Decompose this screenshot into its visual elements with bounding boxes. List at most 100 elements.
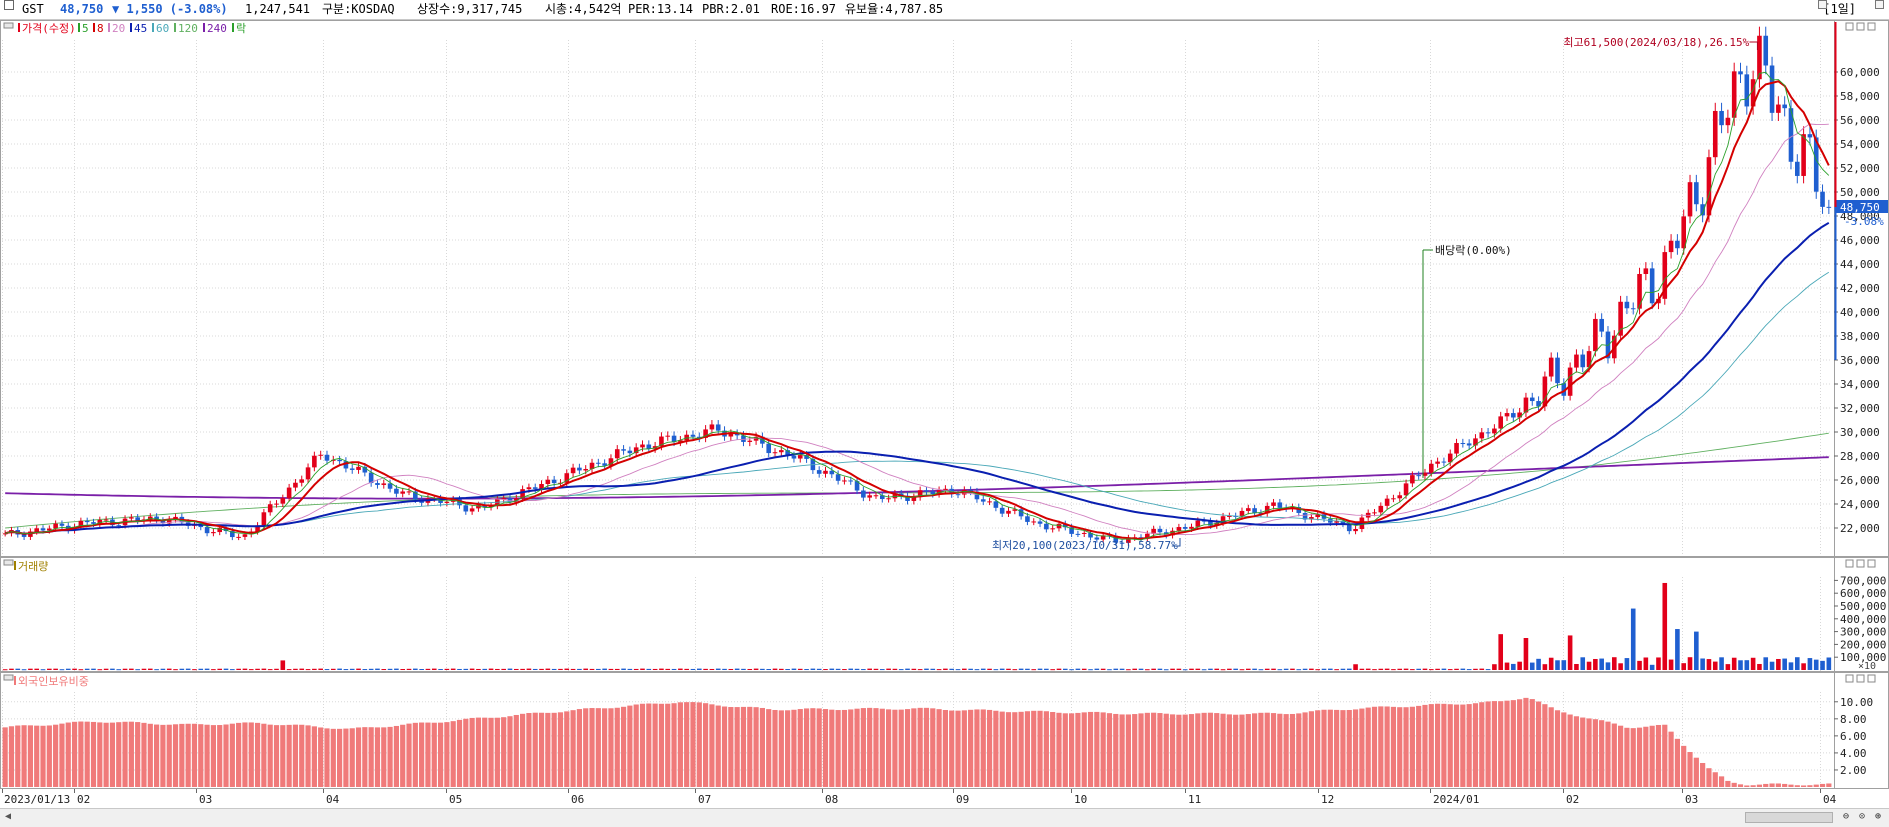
horizontal-scrollbar[interactable]: ◀ ⊖ ⊙ ⊕ xyxy=(0,808,1889,827)
foreign-bar xyxy=(1529,699,1535,787)
volume-bar xyxy=(1643,657,1649,670)
foreign-bar xyxy=(1245,714,1251,787)
foreign-bar xyxy=(15,725,21,787)
foreign-bar xyxy=(494,717,500,787)
foreign-bar xyxy=(1491,701,1497,787)
volume-bar xyxy=(444,668,450,670)
zoom-out-icon[interactable]: ⊖ xyxy=(1842,811,1850,822)
volume-bar xyxy=(678,668,683,670)
candle-body xyxy=(1813,137,1819,192)
dividend-annotation: 배당락(0.00%) xyxy=(1435,244,1512,257)
low-annotation: 최저20,100(2023/10/31),58.77% xyxy=(992,539,1178,552)
candle-body xyxy=(261,512,267,526)
volume-bar xyxy=(1788,662,1794,670)
foreign-bar xyxy=(993,710,999,787)
candle-body xyxy=(236,536,241,538)
panel-minimize-icon-1 xyxy=(1845,559,1854,568)
foreign-bar xyxy=(1201,712,1207,787)
candle-body xyxy=(1782,104,1787,109)
candle xyxy=(1517,407,1522,422)
candle xyxy=(999,504,1005,518)
volume-bar xyxy=(558,668,563,670)
chart-canvas: 2023/01/13 02 03 04 05 06 07 08 09 10 11 12 2024/01 0… xyxy=(0,20,1889,806)
scroll-left-icon[interactable]: ◀ xyxy=(4,811,12,822)
foreign-bar xyxy=(1807,785,1813,787)
candle-body xyxy=(1302,512,1308,520)
candle xyxy=(1649,262,1655,310)
foreign-bar xyxy=(1624,727,1630,787)
candle-body xyxy=(406,491,412,493)
candle-body xyxy=(413,491,418,500)
foreign-bar xyxy=(109,722,116,787)
candle-body xyxy=(337,459,342,462)
volume-bar xyxy=(387,668,393,670)
candle-body xyxy=(1264,505,1270,514)
foreign-bar xyxy=(1012,712,1018,787)
volume-bar xyxy=(1353,664,1358,670)
volume-bar xyxy=(72,668,77,670)
candle xyxy=(1820,184,1825,214)
foreign-bar xyxy=(766,709,772,787)
candle-body xyxy=(444,501,450,503)
foreign-bar xyxy=(501,717,507,787)
per-value: PER:13.14 xyxy=(628,2,694,16)
foreign-bar xyxy=(1233,714,1239,787)
volume-bar xyxy=(91,668,96,670)
foreign-bar xyxy=(1163,713,1169,787)
foreign-bar xyxy=(1788,784,1794,787)
scroll-thumb[interactable] xyxy=(1745,812,1833,823)
candle xyxy=(1100,532,1106,543)
candle xyxy=(1700,197,1705,223)
candle-body xyxy=(678,440,683,442)
volume-bar xyxy=(15,668,21,670)
restore-icon[interactable] xyxy=(1818,0,1827,9)
candle-body xyxy=(349,468,355,470)
foreign-bar xyxy=(229,723,235,787)
volume-bar xyxy=(1094,668,1100,670)
zoom-in-icon[interactable]: ⊕ xyxy=(1874,811,1882,822)
volume-bar xyxy=(1075,668,1081,670)
foreign-bar xyxy=(639,703,646,787)
foreign-bar xyxy=(1125,714,1131,787)
volume-bar xyxy=(949,668,955,670)
foreign-bar xyxy=(532,712,538,787)
volume-bar xyxy=(526,668,532,670)
foreign-bar xyxy=(986,709,993,787)
foreign-bar xyxy=(456,719,463,787)
legend-label-ma20: 20 xyxy=(112,22,125,35)
candle xyxy=(1309,513,1314,523)
candle-body xyxy=(154,516,159,521)
foreign-bar xyxy=(8,726,15,787)
candle xyxy=(1511,408,1516,422)
candle-body xyxy=(1416,475,1421,477)
volume-bar xyxy=(211,669,216,671)
candle xyxy=(280,494,286,508)
candle-body xyxy=(539,483,544,489)
volume-bar xyxy=(230,669,235,671)
candle-body xyxy=(999,507,1005,514)
volume-bar xyxy=(154,669,159,671)
volume-bar xyxy=(980,668,986,670)
close-icon[interactable] xyxy=(1875,0,1884,9)
volume-bar xyxy=(1794,657,1800,670)
foreign-bar xyxy=(1510,700,1516,787)
candle xyxy=(842,476,847,485)
foreign-bar xyxy=(179,723,185,787)
candle-body xyxy=(1826,206,1832,208)
volume-bar xyxy=(1107,669,1112,671)
foreign-bar xyxy=(431,722,437,787)
listed-shares: 상장수:9,317,745 xyxy=(417,2,523,16)
period-label[interactable]: [1일] xyxy=(1823,2,1856,16)
volume-bar xyxy=(797,668,803,670)
candle-body xyxy=(1744,74,1750,107)
panel-minimize-icon-0 xyxy=(1845,22,1854,31)
foreign-bar xyxy=(463,718,469,787)
volume-bar xyxy=(482,668,488,670)
volume-bar xyxy=(804,669,809,671)
volume-bar xyxy=(1725,664,1731,670)
candle xyxy=(539,480,544,493)
candle-body xyxy=(1372,512,1377,514)
checkbox-icon[interactable] xyxy=(4,0,14,10)
foreign-bar xyxy=(772,709,778,787)
zoom-reset-icon[interactable]: ⊙ xyxy=(1858,811,1866,822)
